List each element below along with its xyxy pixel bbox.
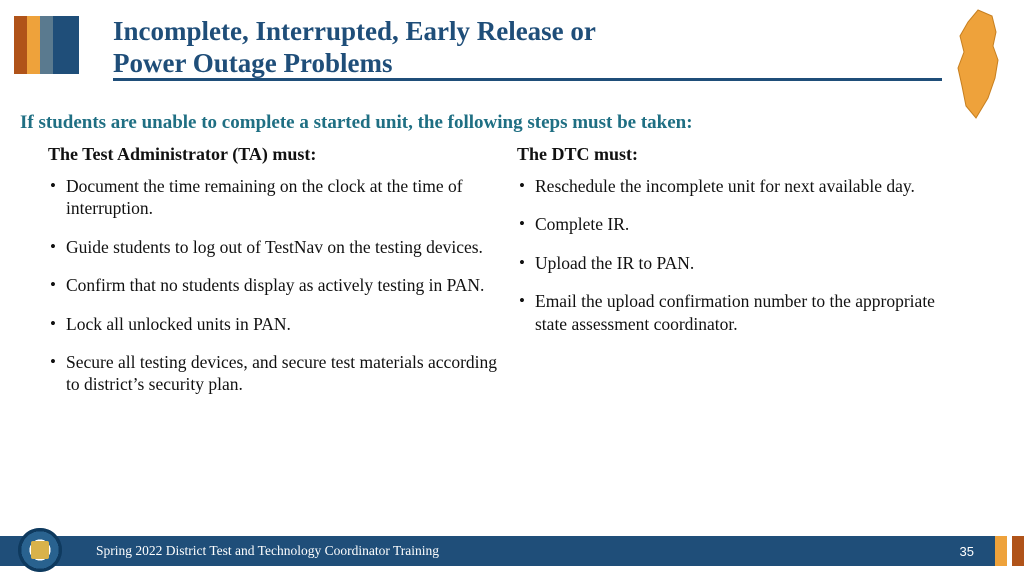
content-columns: The Test Administrator (TA) must: Docume… <box>48 144 968 516</box>
left-column: The Test Administrator (TA) must: Docume… <box>48 144 499 516</box>
footer-stripe <box>995 536 1007 566</box>
footer-stripe <box>1012 536 1024 566</box>
intro-text: If students are unable to complete a sta… <box>20 112 1004 134</box>
title-line-1: Incomplete, Interrupted, Early Release o… <box>113 16 596 46</box>
list-item: Guide students to log out of TestNav on … <box>48 236 499 258</box>
right-heading: The DTC must: <box>517 144 968 165</box>
list-item: Email the upload confirmation number to … <box>517 290 968 335</box>
accent-bars <box>14 16 79 74</box>
right-list: Reschedule the incomplete unit for next … <box>517 175 968 335</box>
list-item: Reschedule the incomplete unit for next … <box>517 175 968 197</box>
nj-state-icon <box>946 6 1010 126</box>
list-item: Secure all testing devices, and secure t… <box>48 351 499 396</box>
right-column: The DTC must: Reschedule the incomplete … <box>517 144 968 516</box>
accent-bar <box>14 16 27 74</box>
slide-root: Incomplete, Interrupted, Early Release o… <box>0 0 1024 576</box>
list-item: Lock all unlocked units in PAN. <box>48 313 499 335</box>
title-underline <box>113 78 942 81</box>
left-heading: The Test Administrator (TA) must: <box>48 144 499 165</box>
accent-bar <box>27 16 40 74</box>
footer-text: Spring 2022 District Test and Technology… <box>96 543 439 559</box>
left-list: Document the time remaining on the clock… <box>48 175 499 396</box>
list-item: Confirm that no students display as acti… <box>48 274 499 296</box>
accent-bar <box>53 16 79 74</box>
nj-seal-icon <box>18 528 62 572</box>
list-item: Complete IR. <box>517 213 968 235</box>
slide-title: Incomplete, Interrupted, Early Release o… <box>113 16 924 80</box>
list-item: Upload the IR to PAN. <box>517 252 968 274</box>
page-number: 35 <box>960 544 974 559</box>
list-item: Document the time remaining on the clock… <box>48 175 499 220</box>
title-line-2: Power Outage Problems <box>113 48 392 78</box>
footer-stripes <box>995 536 1024 566</box>
accent-bar <box>40 16 53 74</box>
footer-bar: Spring 2022 District Test and Technology… <box>0 536 1024 566</box>
